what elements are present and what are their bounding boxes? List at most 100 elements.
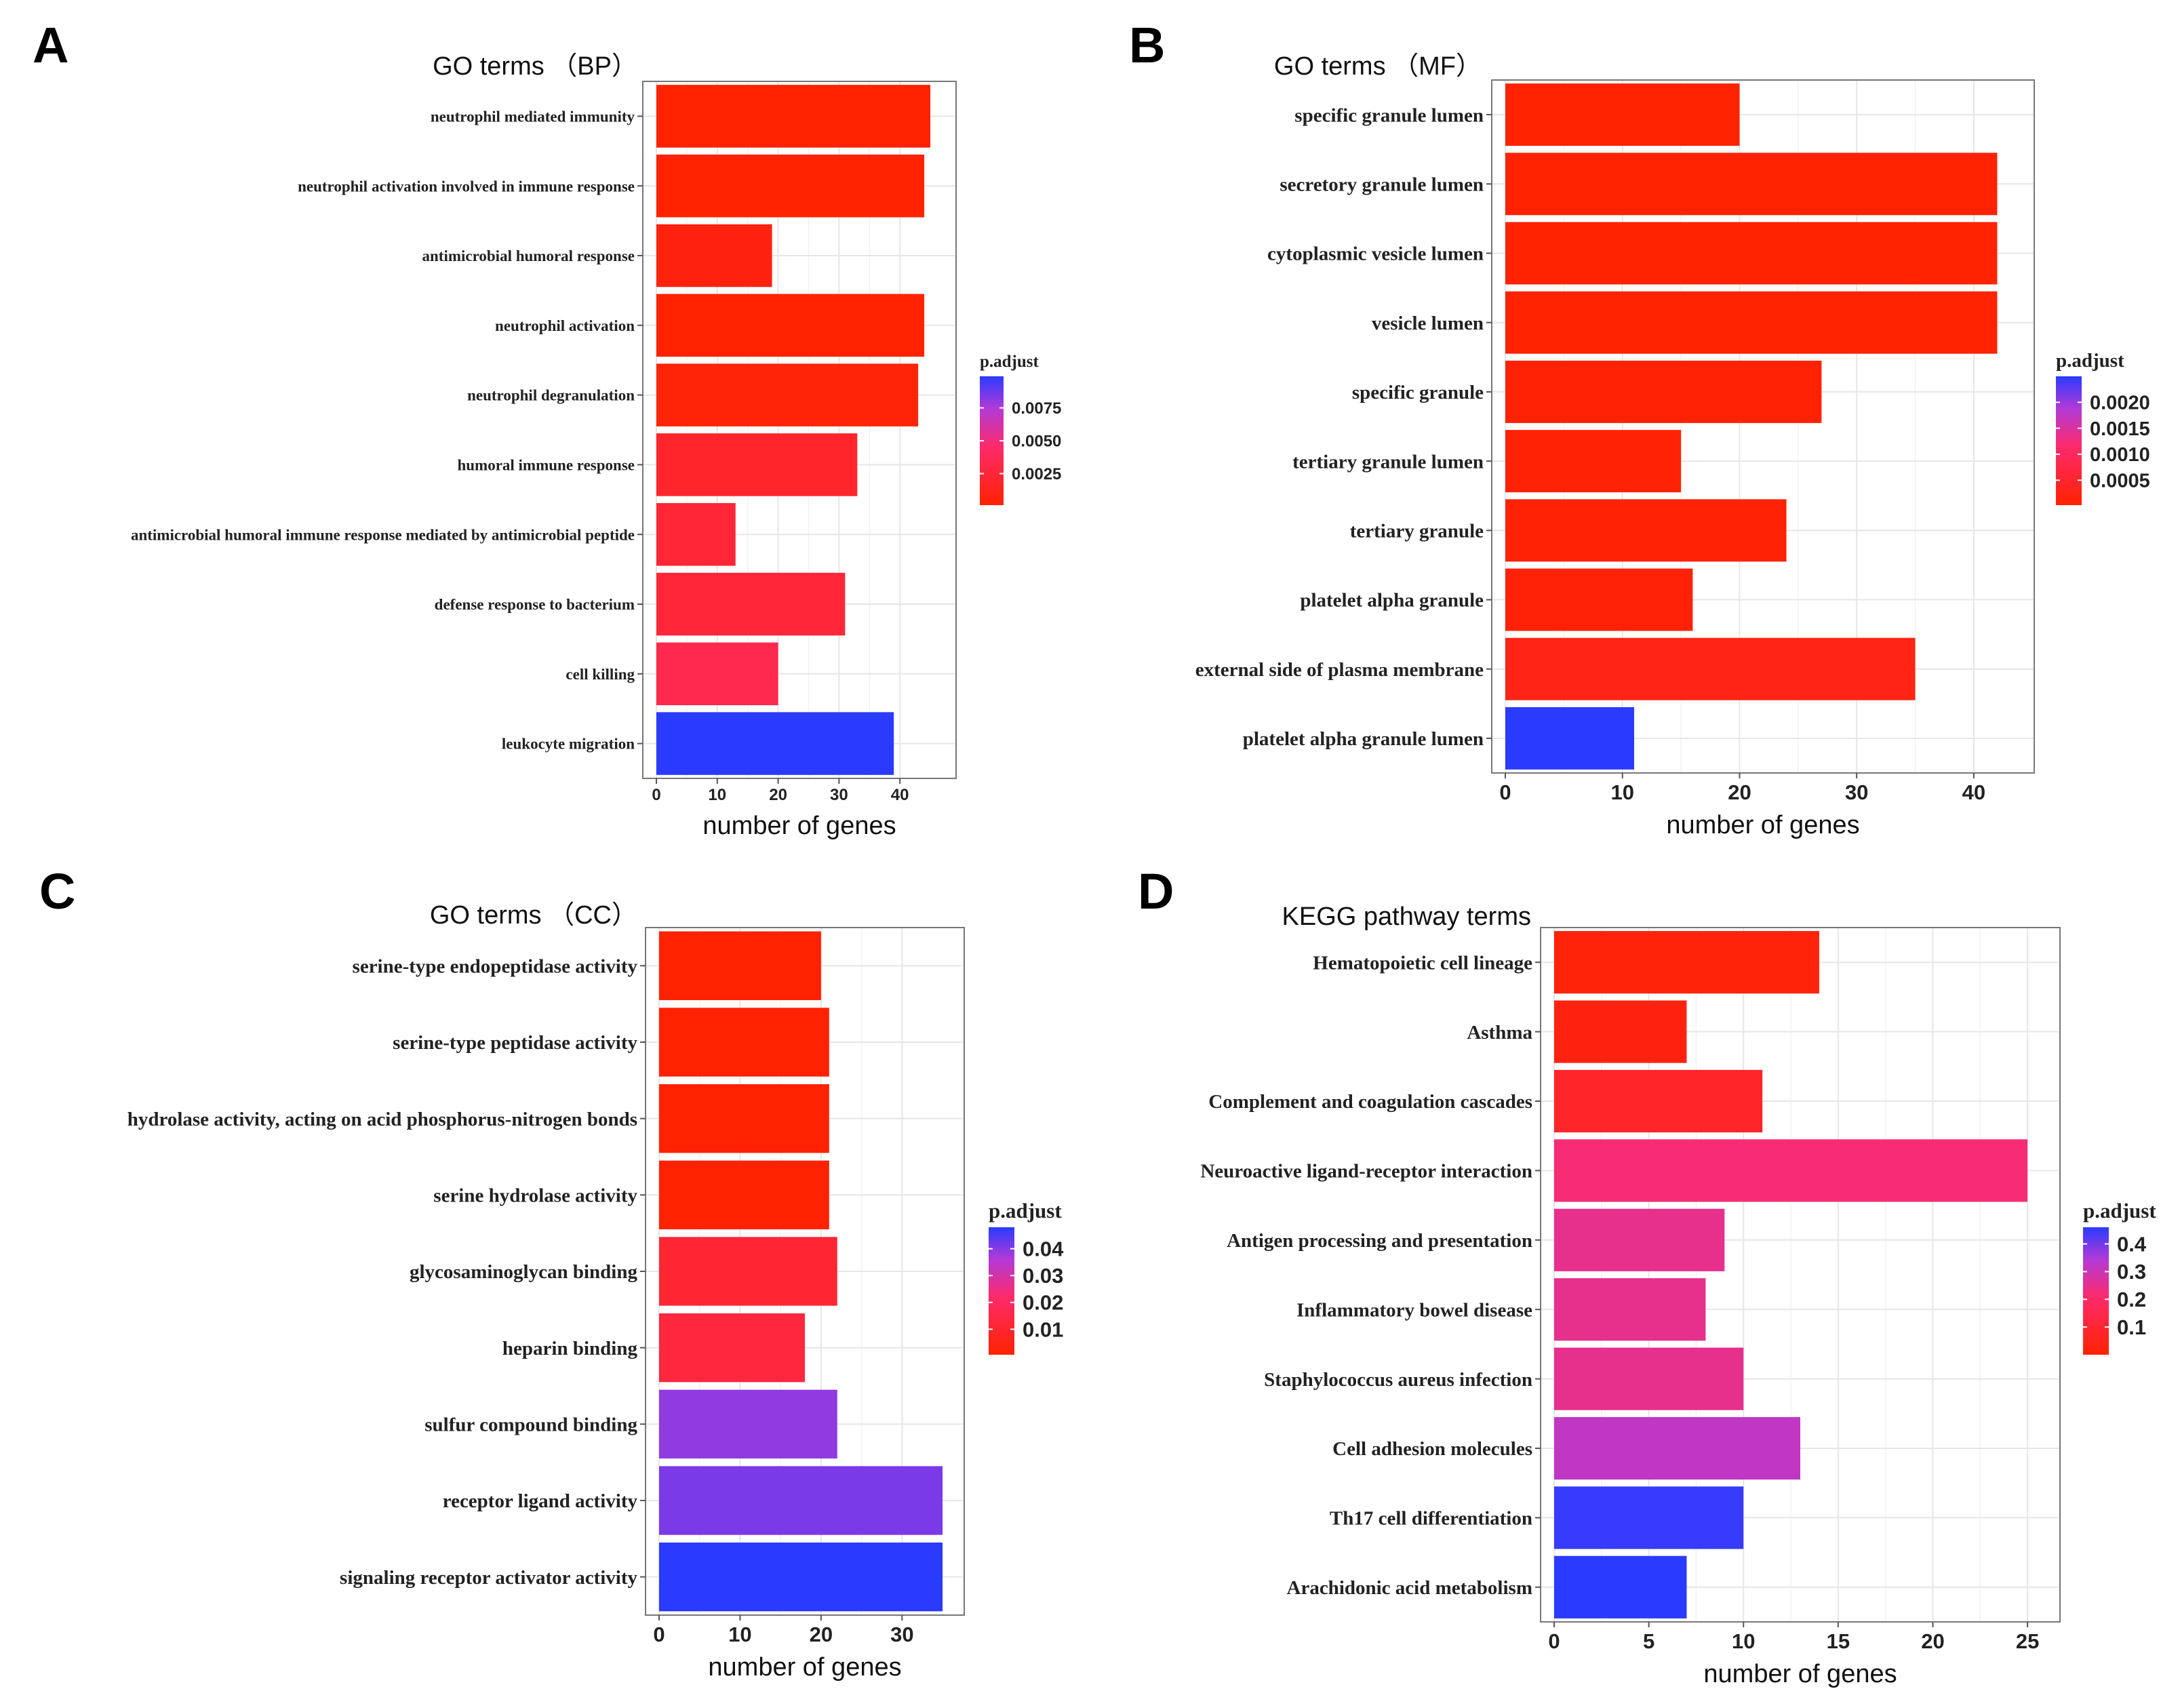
bar (656, 294, 925, 357)
x-tick-label: 30 (830, 786, 848, 804)
chart-title: GO terms （CC） (430, 901, 637, 930)
category-label: Complement and coagulation cascades (1208, 1091, 1532, 1113)
x-tick-label: 10 (1610, 780, 1633, 804)
bar (659, 1313, 805, 1383)
legend-tick-label: 0.02 (1023, 1291, 1063, 1315)
bar (1505, 499, 1787, 562)
category-label: specific granule lumen (1294, 104, 1484, 126)
bar (1505, 430, 1682, 493)
category-label: serine-type peptidase activity (393, 1032, 637, 1054)
legend-colorbar (989, 1227, 1014, 1355)
x-tick-label: 15 (1827, 1629, 1850, 1653)
panel-letter: B (1129, 17, 1165, 73)
category-label: serine hydrolase activity (433, 1185, 637, 1206)
legend-tick-label: 0.0025 (1012, 465, 1061, 483)
legend-tick-label: 0.1 (2117, 1315, 2146, 1339)
category-label: hydrolase activity, acting on acid phosp… (127, 1109, 637, 1130)
chart-panel-d: D KEGG pathway terms Hematopoietic cell li… (1138, 863, 2156, 1688)
x-axis-title: number of genes (1666, 811, 1859, 839)
legend-tick-label: 0.0005 (2090, 470, 2150, 492)
x-tick-label: 20 (810, 1623, 833, 1646)
legend-tick-label: 0.0020 (2090, 392, 2150, 414)
panel-letter: A (33, 17, 68, 73)
legend-tick-label: 0.2 (2117, 1288, 2146, 1311)
x-tick-label: 0 (1499, 780, 1511, 804)
panel-letter: C (39, 863, 75, 919)
bar (656, 642, 778, 706)
panel-letter: D (1138, 863, 1174, 919)
legend-tick-label: 0.0010 (2090, 444, 2150, 466)
category-label: antimicrobial humoral response (422, 247, 635, 264)
category-label: vesicle lumen (1372, 313, 1484, 334)
x-tick-label: 40 (1962, 780, 1985, 804)
bar (659, 1542, 943, 1612)
category-label: cell killing (566, 666, 635, 683)
category-label: Th17 cell differentiation (1330, 1508, 1532, 1530)
x-tick-label: 40 (891, 786, 909, 804)
bar (1554, 1000, 1687, 1063)
category-label: platelet alpha granule (1300, 590, 1484, 612)
category-label: specific granule (1352, 382, 1484, 403)
legend-colorbar (2056, 376, 2082, 505)
bar (1505, 360, 1822, 423)
category-label: external side of plasma membrane (1195, 659, 1484, 681)
chart-panel-a: A GO terms （BP） neutrophil mediated immuni… (33, 17, 1061, 840)
category-label: platelet alpha granule lumen (1243, 728, 1484, 750)
x-tick-label: 10 (728, 1623, 751, 1646)
bar (659, 1389, 837, 1459)
category-label: heparin binding (502, 1338, 638, 1359)
category-label: defense response to bacterium (435, 596, 635, 613)
legend-title: p.adjust (980, 353, 1039, 371)
bar (1505, 568, 1693, 631)
category-label: Asthma (1467, 1022, 1532, 1044)
legend-tick-label: 0.4 (2117, 1232, 2147, 1256)
x-tick-label: 25 (2016, 1629, 2039, 1653)
legend-tick-label: 0.04 (1023, 1237, 1064, 1261)
category-label: leukocyte migration (502, 736, 635, 753)
x-tick-label: 5 (1643, 1629, 1654, 1653)
category-label: serine-type endopeptidase activity (353, 955, 638, 977)
bar (1505, 222, 1998, 285)
bar (1554, 1347, 1744, 1410)
category-label: tertiary granule (1350, 520, 1484, 542)
x-tick-label: 30 (1845, 780, 1868, 804)
bar (656, 502, 736, 566)
category-label: humoral immune response (457, 456, 635, 473)
bar (656, 85, 931, 148)
bar (1505, 153, 1998, 216)
category-label: sulfur compound binding (424, 1414, 637, 1435)
category-label: Cell adhesion molecules (1332, 1438, 1532, 1460)
category-label: neutrophil activation (495, 317, 635, 334)
x-tick-label: 0 (1548, 1629, 1560, 1653)
x-tick-label: 30 (890, 1623, 913, 1646)
category-label: Antigen processing and presentation (1227, 1230, 1532, 1252)
x-tick-label: 0 (652, 786, 660, 804)
bar (1554, 1069, 1763, 1133)
bar (659, 1008, 829, 1077)
x-tick-label: 10 (708, 786, 726, 804)
category-label: signaling receptor activator activity (340, 1567, 637, 1589)
x-tick-label: 20 (1921, 1629, 1944, 1653)
category-label: receptor ligand activity (443, 1490, 638, 1512)
category-label: tertiary granule lumen (1292, 451, 1484, 473)
bar (656, 433, 858, 496)
x-axis-title: number of genes (708, 1653, 901, 1682)
legend-tick-label: 0.0050 (1012, 432, 1061, 450)
bar (659, 1160, 829, 1230)
legend-title: p.adjust (989, 1199, 1062, 1223)
bar (1554, 1555, 1687, 1618)
bar (1505, 637, 1916, 700)
x-tick-label: 10 (1732, 1629, 1755, 1653)
x-tick-label: 20 (769, 786, 787, 804)
legend-tick-label: 0.0075 (1012, 399, 1061, 418)
category-label: Inflammatory bowel disease (1296, 1299, 1532, 1321)
legend-tick-label: 0.01 (1023, 1317, 1063, 1341)
legend-title: p.adjust (2083, 1199, 2156, 1223)
bar (1505, 707, 1634, 770)
category-label: Staphylococcus aureus infection (1264, 1369, 1532, 1391)
x-axis-title: number of genes (702, 812, 896, 840)
bar (659, 1237, 837, 1306)
bar (656, 224, 772, 287)
chart-panel-b: B GO terms （MF） specific granule lumen secr… (1129, 17, 2150, 839)
